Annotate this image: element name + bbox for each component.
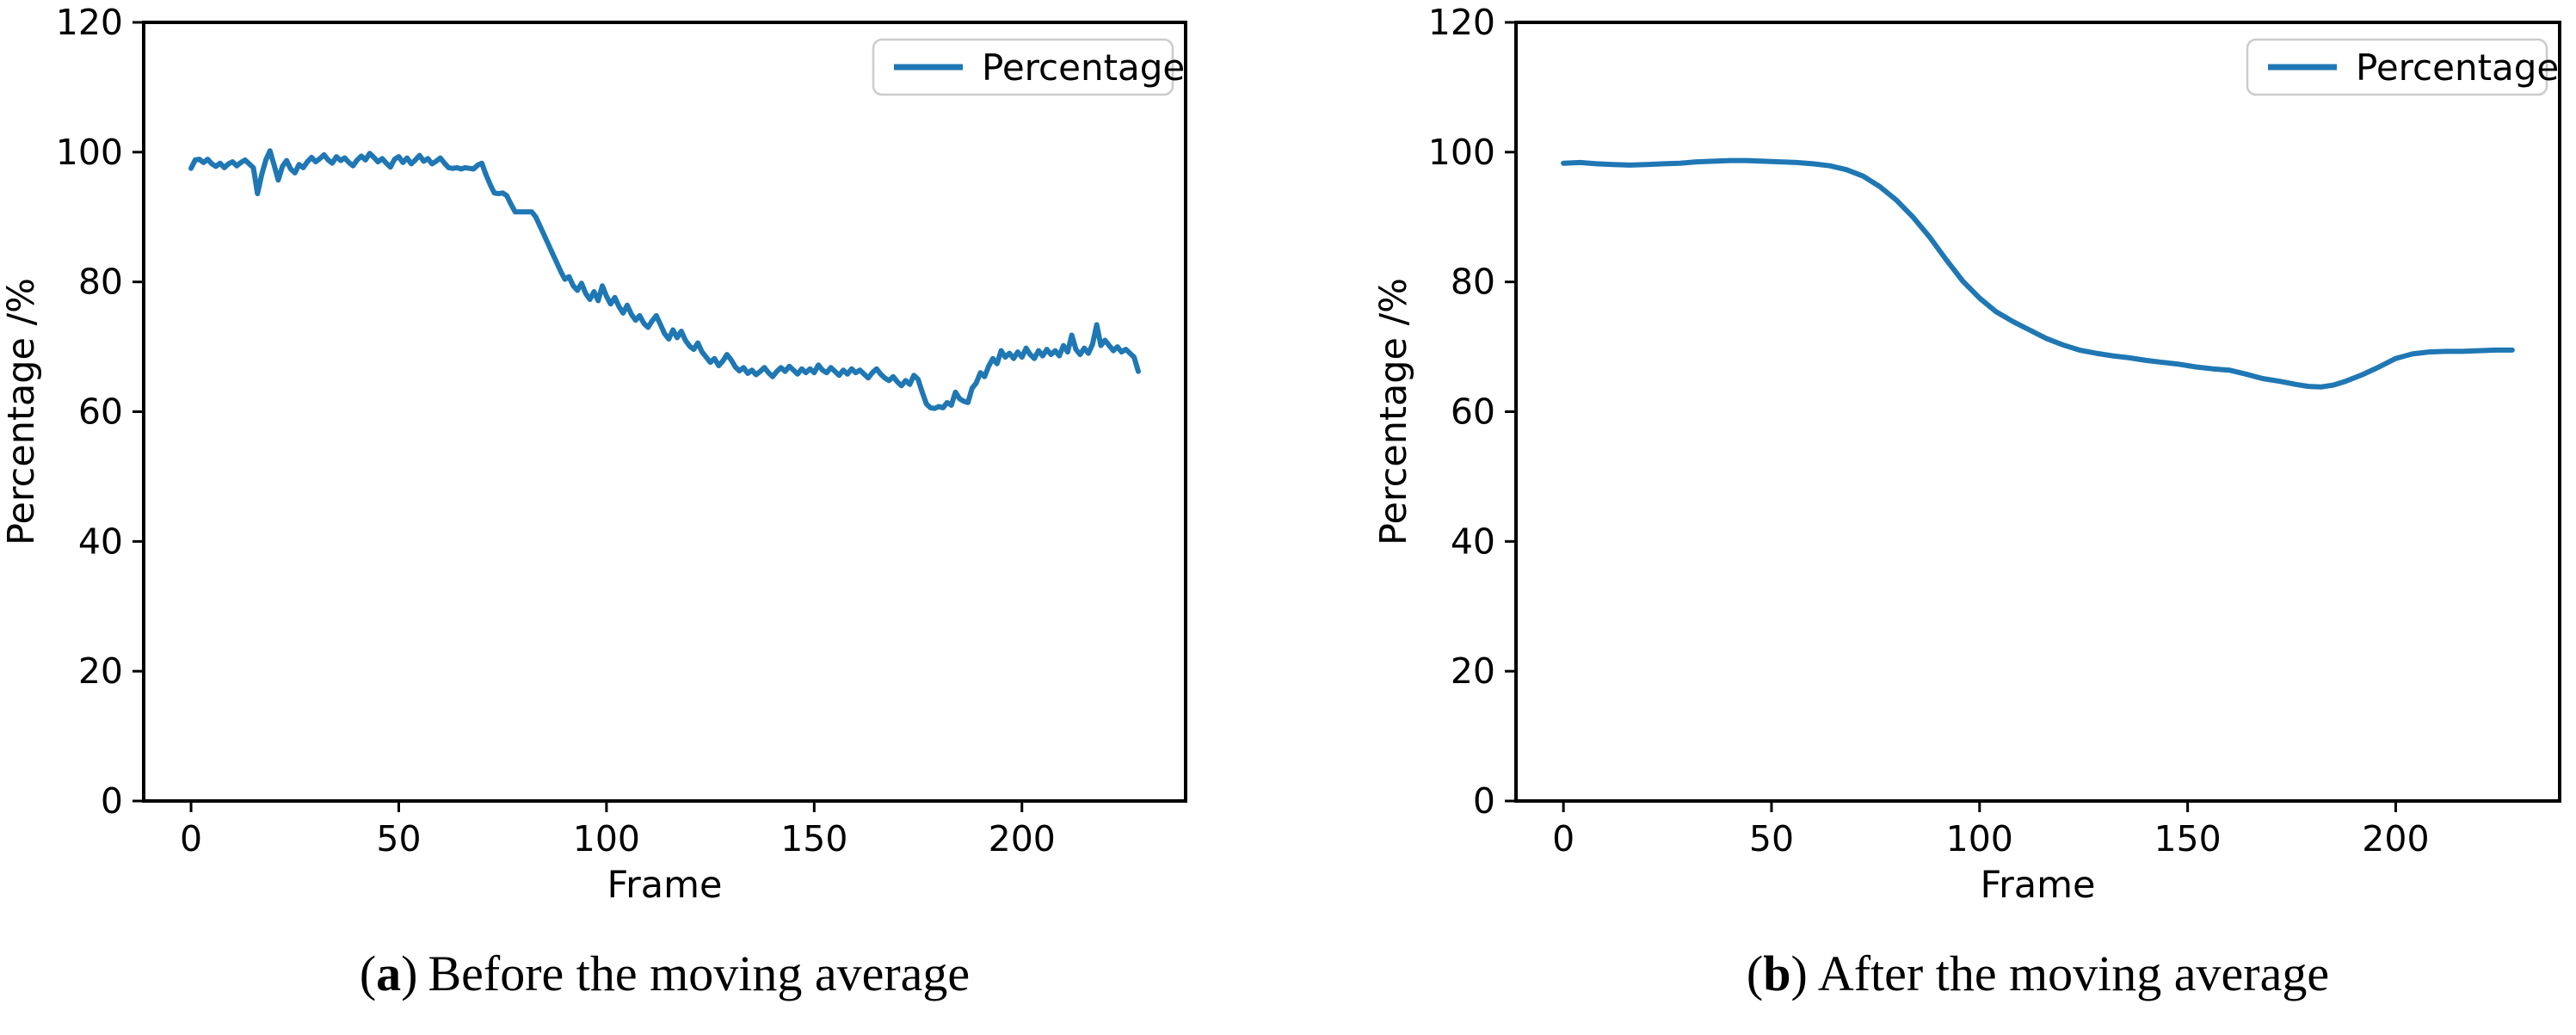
y-tick-label: 40 — [1451, 521, 1495, 562]
chart-panel-b: 0 50 100 150 200 0 20 40 60 80 100 120 Frame Percenta… — [1372, 2, 2561, 907]
caption-panel-a: (a) Before the moving average — [144, 945, 1186, 1002]
x-tick-label: 50 — [1749, 818, 1794, 859]
x-axis-label: Frame — [1981, 864, 2096, 907]
x-tick-label: 0 — [1552, 818, 1575, 859]
legend: Percentage — [872, 38, 1185, 96]
y-tick-label: 120 — [56, 2, 123, 43]
y-tick-label: 80 — [78, 262, 123, 303]
chart-panel-a: 0 50 100 150 200 0 20 40 60 80 100 120 Frame Percenta… — [0, 2, 1187, 907]
y-tick-label: 20 — [1451, 650, 1495, 692]
y-tick-label: 100 — [1428, 132, 1495, 173]
y-tick-label: 0 — [1473, 780, 1495, 822]
caption-marker-a: (a) — [359, 946, 418, 1001]
x-tick-label: 200 — [989, 818, 1056, 859]
x-tick-label: 150 — [780, 818, 847, 859]
legend-label: Percentage — [2356, 46, 2559, 89]
y-tick-label: 40 — [78, 521, 123, 562]
legend: Percentage — [2246, 38, 2559, 96]
legend-label: Percentage — [982, 46, 1185, 89]
x-axis-label: Frame — [607, 864, 723, 907]
caption-text-b: After the moving average — [1817, 946, 2330, 1001]
y-axis-label: Percentage /% — [1372, 278, 1415, 545]
y-tick-label: 100 — [56, 132, 123, 173]
series-line-percentage — [188, 148, 1141, 411]
y-tick-label: 20 — [78, 650, 123, 692]
caption-marker-b: (b) — [1746, 946, 1808, 1001]
plot-box — [142, 21, 1187, 803]
legend-box — [2246, 38, 2548, 96]
x-tick-label: 100 — [1946, 818, 2013, 859]
series-line-percentage — [1561, 157, 2515, 390]
x-tick-label: 50 — [376, 818, 421, 859]
x-tick-label: 200 — [2362, 818, 2429, 859]
x-tick-label: 100 — [573, 818, 640, 859]
y-tick-label: 0 — [101, 780, 123, 822]
x-tick-label: 0 — [180, 818, 202, 859]
caption-text-a: Before the moving average — [428, 946, 971, 1001]
y-axis-label: Percentage /% — [0, 278, 43, 545]
y-tick-label: 120 — [1428, 2, 1495, 43]
legend-box — [872, 38, 1174, 96]
y-tick-label: 60 — [1451, 391, 1495, 433]
y-tick-label: 60 — [78, 391, 123, 433]
y-tick-label: 80 — [1451, 262, 1495, 303]
caption-panel-b: (b) After the moving average — [1516, 945, 2560, 1002]
x-tick-label: 150 — [2154, 818, 2221, 859]
plot-box — [1514, 21, 2561, 803]
